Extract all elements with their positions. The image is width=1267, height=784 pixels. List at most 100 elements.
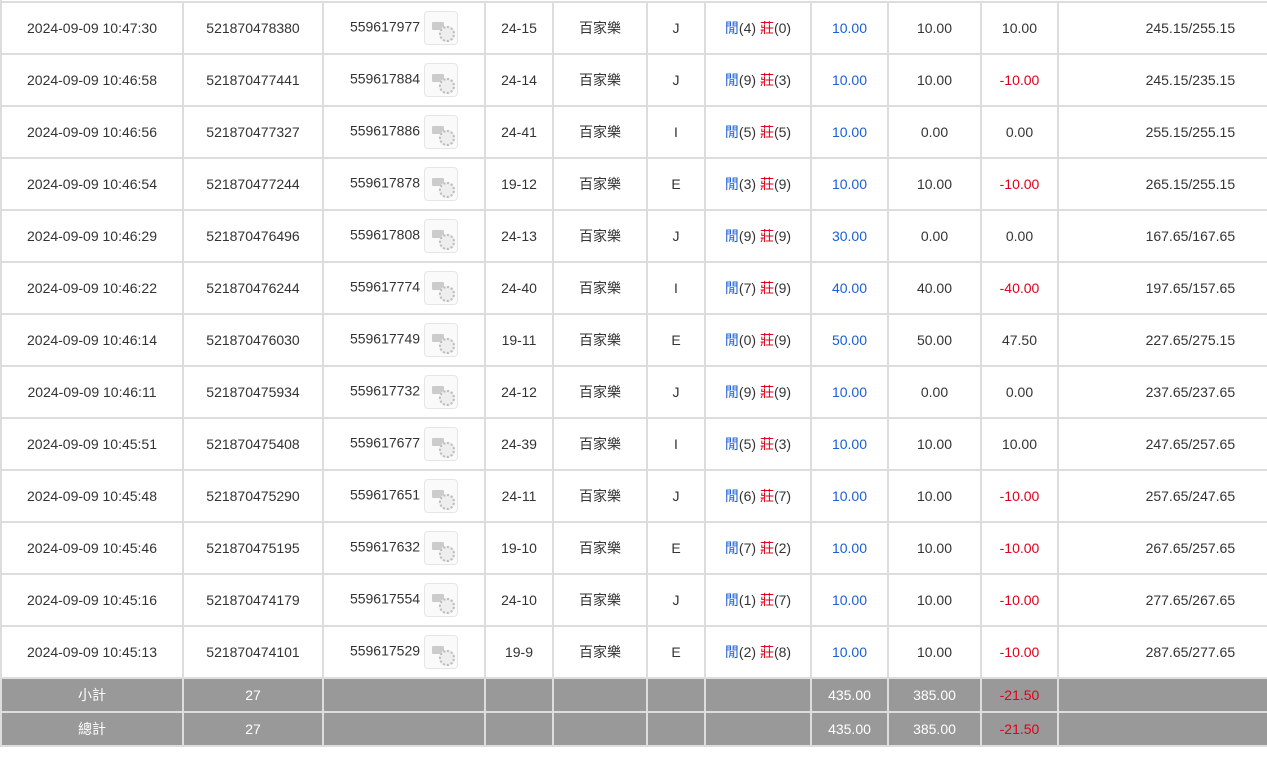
banker-score: (9) (773, 332, 792, 348)
video-replay-icon[interactable] (424, 63, 459, 97)
bet-id: 521870476244 (182, 261, 324, 315)
game-type: 百家樂 (552, 625, 648, 679)
round-id-cell: 559617529 (322, 625, 486, 679)
balance: 167.65/167.65 (1056, 209, 1267, 263)
round-id-cell: 559617677 (322, 417, 486, 471)
bet-amount[interactable]: 10.00 (810, 157, 889, 211)
player-score: (5) (738, 436, 757, 452)
total-count: 27 (182, 711, 324, 747)
valid-bet: 10.00 (887, 53, 982, 107)
video-replay-icon[interactable] (424, 323, 459, 357)
game-type: 百家樂 (552, 365, 648, 419)
bet-id: 521870474179 (182, 573, 324, 627)
bet-amount[interactable]: 10.00 (810, 365, 889, 419)
video-replay-icon[interactable] (424, 375, 459, 409)
bet-amount[interactable]: 10.00 (810, 573, 889, 627)
round-id: 559617529 (349, 642, 421, 659)
banker-score: (7) (773, 488, 792, 504)
valid-bet: 0.00 (887, 209, 982, 263)
banker-label: 莊 (759, 228, 774, 244)
player-label: 閒 (724, 436, 739, 452)
banker-score: (3) (773, 436, 792, 452)
banker-label: 莊 (759, 644, 774, 660)
round-id-cell: 559617749 (322, 313, 486, 367)
bet-amount[interactable]: 10.00 (810, 1, 889, 55)
bet-amount[interactable]: 10.00 (810, 417, 889, 471)
balance: 287.65/277.65 (1056, 625, 1267, 679)
balance: 245.15/235.15 (1056, 53, 1267, 107)
card-result: 閒(7) 莊(9) (704, 261, 812, 315)
bet-result: J (646, 53, 706, 107)
round-id-cell: 559617651 (322, 469, 486, 523)
card-result: 閒(4) 莊(0) (704, 1, 812, 55)
balance: 245.15/255.15 (1056, 1, 1267, 55)
bet-amount[interactable]: 10.00 (810, 625, 889, 679)
video-replay-icon[interactable] (424, 167, 459, 201)
round-id: 559617677 (349, 434, 421, 451)
table-number: 24-13 (484, 209, 554, 263)
table-number: 24-14 (484, 53, 554, 107)
video-replay-icon[interactable] (424, 479, 459, 513)
table-number: 24-15 (484, 1, 554, 55)
win-loss: 47.50 (980, 313, 1059, 367)
table-number: 24-39 (484, 417, 554, 471)
bet-id: 521870476496 (182, 209, 324, 263)
bet-amount[interactable]: 50.00 (810, 313, 889, 367)
video-replay-icon[interactable] (424, 219, 459, 253)
player-label: 閒 (724, 540, 739, 556)
balance: 267.65/257.65 (1056, 521, 1267, 575)
banker-score: (9) (773, 228, 792, 244)
video-replay-icon[interactable] (424, 583, 459, 617)
round-id-cell: 559617977 (322, 1, 486, 55)
bet-amount[interactable]: 10.00 (810, 469, 889, 523)
banker-score: (8) (773, 644, 792, 660)
player-score: (0) (738, 332, 757, 348)
win-loss: -10.00 (980, 53, 1059, 107)
banker-score: (9) (773, 280, 792, 296)
bet-amount[interactable]: 10.00 (810, 521, 889, 575)
bet-history-table: 2024-09-09 10:47:30 521870478380 5596179… (0, 1, 1267, 747)
bet-amount[interactable]: 40.00 (810, 261, 889, 315)
balance: 277.65/267.65 (1056, 573, 1267, 627)
video-replay-icon[interactable] (424, 427, 459, 461)
card-result: 閒(9) 莊(9) (704, 209, 812, 263)
subtotal-valid: 385.00 (887, 677, 982, 713)
banker-label: 莊 (759, 592, 774, 608)
player-score: (7) (738, 540, 757, 556)
total-bet: 435.00 (810, 711, 889, 747)
bet-result: J (646, 365, 706, 419)
bet-amount[interactable]: 30.00 (810, 209, 889, 263)
table-number: 24-41 (484, 105, 554, 159)
table-row: 2024-09-09 10:45:48 521870475290 5596176… (0, 469, 1267, 523)
card-result: 閒(7) 莊(2) (704, 521, 812, 575)
table-row: 2024-09-09 10:46:14 521870476030 5596177… (0, 313, 1267, 367)
table-number: 24-12 (484, 365, 554, 419)
win-loss: -10.00 (980, 521, 1059, 575)
round-id: 559617884 (349, 70, 421, 87)
round-id: 559617808 (349, 226, 421, 243)
subtotal-win: -21.50 (980, 677, 1059, 713)
bet-result: J (646, 1, 706, 55)
round-id-cell: 559617554 (322, 573, 486, 627)
game-type: 百家樂 (552, 105, 648, 159)
round-id-cell: 559617886 (322, 105, 486, 159)
video-replay-icon[interactable] (424, 635, 459, 669)
bet-id: 521870477244 (182, 157, 324, 211)
bet-amount[interactable]: 10.00 (810, 105, 889, 159)
bet-time: 2024-09-09 10:46:54 (0, 157, 184, 211)
bet-time: 2024-09-09 10:46:22 (0, 261, 184, 315)
video-replay-icon[interactable] (424, 115, 459, 149)
table-row: 2024-09-09 10:45:13 521870474101 5596175… (0, 625, 1267, 679)
win-loss: 10.00 (980, 1, 1059, 55)
valid-bet: 10.00 (887, 1, 982, 55)
bet-result: I (646, 261, 706, 315)
bet-amount[interactable]: 10.00 (810, 53, 889, 107)
bet-result: I (646, 417, 706, 471)
bet-time: 2024-09-09 10:45:13 (0, 625, 184, 679)
bet-time: 2024-09-09 10:46:29 (0, 209, 184, 263)
video-replay-icon[interactable] (424, 11, 459, 45)
win-loss: 0.00 (980, 209, 1059, 263)
video-replay-icon[interactable] (424, 531, 459, 565)
video-replay-icon[interactable] (424, 271, 459, 305)
bet-result: J (646, 573, 706, 627)
